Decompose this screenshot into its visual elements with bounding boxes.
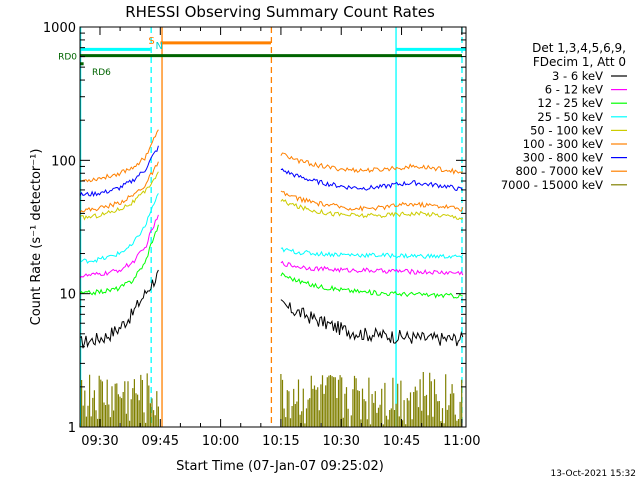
series-8-segment-1 bbox=[280, 372, 463, 427]
legend-label-5: 100 - 300 keV bbox=[523, 137, 603, 151]
series-8-segment-0 bbox=[79, 373, 159, 427]
y-tick-label-2: 100 bbox=[51, 154, 76, 169]
annotations: RD0 RD6 S N bbox=[58, 36, 462, 78]
chart-title: RHESSI Observing Summary Count Rates bbox=[125, 3, 435, 21]
series-0-pre bbox=[79, 269, 159, 349]
vertical-markers bbox=[79, 27, 463, 427]
series-7-post bbox=[280, 152, 463, 175]
series-0-post bbox=[280, 299, 464, 347]
series-3-pre bbox=[79, 193, 159, 264]
series-3-post bbox=[280, 247, 464, 260]
legend: Det 1,3,4,5,6,9,FDecim 1, Att 03 - 6 keV… bbox=[501, 41, 627, 192]
legend-label-3: 25 - 50 keV bbox=[537, 110, 603, 124]
series-2-post bbox=[280, 272, 463, 299]
series-lines bbox=[79, 129, 464, 427]
y-tick-label-0: 1 bbox=[68, 421, 76, 436]
x-tick-label-4: 10:30 bbox=[322, 434, 359, 449]
legend-label-8: 7000 - 15000 keV bbox=[501, 178, 603, 192]
y-tick-label-1: 10 bbox=[59, 288, 76, 303]
legend-header-0: Det 1,3,4,5,6,9, bbox=[532, 41, 626, 55]
x-axis-label: Start Time (07-Jan-07 09:25:02) bbox=[176, 459, 384, 474]
legend-label-7: 800 - 7000 keV bbox=[515, 164, 603, 178]
y-axis-label: Count Rate (s⁻¹ detector⁻¹) bbox=[29, 149, 44, 326]
flag-bars bbox=[80, 41, 466, 51]
timestamp-footer: 13-Oct-2021 15:32 bbox=[551, 469, 636, 479]
y-tick-label-3: 1000 bbox=[43, 21, 76, 36]
series-6-post bbox=[280, 168, 464, 191]
legend-label-1: 6 - 12 keV bbox=[545, 83, 603, 97]
annotation-label-2: S bbox=[148, 36, 154, 47]
x-tick-label-1: 09:45 bbox=[142, 434, 179, 449]
series-7-pre bbox=[79, 129, 159, 183]
annotation-label-1: RD6 bbox=[92, 68, 111, 78]
x-ticks: 09:30 09:45 10:00 10:15 10:30 10:45 11:00 bbox=[81, 27, 481, 449]
series-1-post bbox=[280, 260, 464, 276]
x-tick-label-5: 10:45 bbox=[383, 434, 420, 449]
plot-frame bbox=[79, 26, 467, 428]
series-1-pre bbox=[79, 214, 159, 279]
x-tick-label-0: 09:30 bbox=[81, 434, 118, 449]
legend-label-4: 50 - 100 keV bbox=[530, 123, 603, 137]
legend-label-0: 3 - 6 keV bbox=[552, 69, 603, 83]
legend-label-6: 300 - 800 keV bbox=[523, 151, 603, 165]
series-5-post bbox=[280, 190, 464, 213]
y-ticks: 1 10 100 1000 bbox=[43, 21, 466, 436]
series-4-pre bbox=[79, 171, 159, 221]
series-6-pre bbox=[79, 145, 159, 198]
legend-header-1: FDecim 1, Att 0 bbox=[533, 55, 626, 69]
x-tick-label-3: 10:15 bbox=[262, 434, 299, 449]
x-tick-label-6: 11:00 bbox=[443, 434, 480, 449]
annotation-label-3: N bbox=[155, 41, 162, 52]
annotation-label-0: RD0 bbox=[58, 53, 77, 63]
legend-label-2: 12 - 25 keV bbox=[537, 96, 603, 110]
series-5-pre bbox=[79, 161, 159, 214]
series-2-pre bbox=[79, 224, 159, 296]
x-tick-label-2: 10:00 bbox=[202, 434, 239, 449]
series-4-post bbox=[280, 198, 464, 220]
